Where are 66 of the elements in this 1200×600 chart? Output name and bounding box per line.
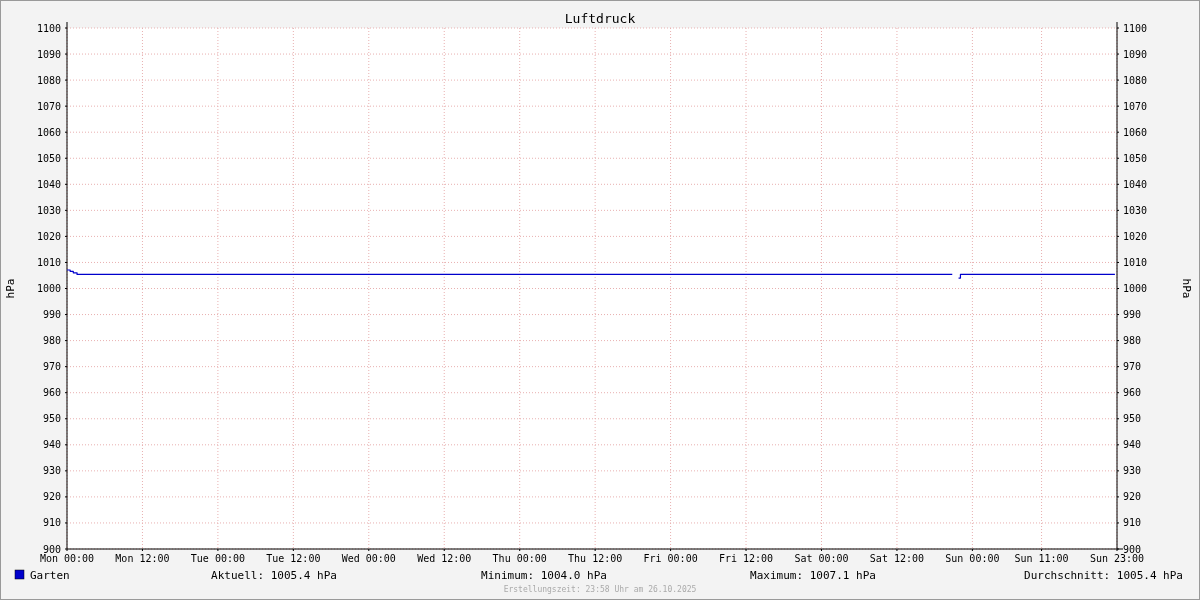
y2-tick-label: 1070: [1123, 100, 1148, 112]
y-tick-label: 1080: [36, 74, 61, 86]
x-tick-label: Sun 23:00: [1089, 553, 1145, 564]
text: Aktuell: 1005.4 hPa: [211, 569, 337, 582]
text: Minimum: 1004.0 hPa: [481, 569, 607, 582]
y2-tick-label: 930: [1123, 465, 1142, 477]
y-tick-label: 910: [42, 517, 61, 529]
y2-tick-label: 980: [1123, 335, 1142, 347]
x-tick-label: Wed 12:00: [417, 553, 472, 564]
y-tick-label: 1090: [36, 48, 61, 60]
chart-title: Luftdruck: [564, 11, 636, 26]
y2-tick-label: 1020: [1123, 230, 1148, 242]
y2-axis-title: hPa: [1180, 278, 1193, 299]
x-tick-label: Thu 12:00: [568, 553, 623, 564]
y2-tick-label: 960: [1123, 387, 1142, 399]
x-tick-label: Mon 12:00: [115, 553, 170, 564]
y-tick-label: 1020: [36, 230, 61, 242]
x-tick-label: Tue 12:00: [266, 553, 321, 564]
y-tick-label: 970: [42, 361, 61, 373]
x-tick-label: Thu 00:00: [492, 553, 547, 564]
y2-tick-label: 1030: [1123, 204, 1148, 216]
y2-tick-label: 1080: [1123, 74, 1148, 86]
y-tick-label: 930: [42, 465, 61, 477]
legend-label: Garten: [30, 569, 70, 582]
y-tick-label: 1050: [36, 152, 61, 164]
y2-tick-label: 1040: [1123, 178, 1148, 190]
y-axis-title: hPa: [4, 278, 17, 299]
y2-tick-label: 990: [1123, 309, 1142, 321]
y2-tick-label: 970: [1123, 361, 1142, 373]
x-tick-label: Sun 00:00: [945, 553, 1000, 564]
y-tick-label: 950: [42, 413, 61, 425]
y-tick-label: 1070: [36, 100, 61, 112]
y-tick-label: 920: [42, 491, 61, 503]
text: Maximum: 1007.1 hPa: [750, 569, 876, 582]
x-tick-label: Tue 00:00: [190, 553, 245, 564]
y2-tick-label: 1100: [1123, 22, 1148, 34]
y-tick-label: 990: [42, 309, 61, 321]
y-tick-label: 1100: [36, 22, 61, 34]
y2-tick-label: 1010: [1123, 256, 1148, 268]
y-tick-label: 980: [42, 335, 61, 347]
y2-tick-label: 1060: [1123, 126, 1148, 138]
y-tick-label: 1060: [36, 126, 61, 138]
x-tick-label: Fri 00:00: [643, 553, 698, 564]
text: Erstellungszeit: 23:58 Uhr am 26.10.2025: [503, 585, 697, 594]
x-tick-label: Wed 00:00: [341, 553, 396, 564]
x-tick-label: Sat 12:00: [869, 553, 925, 564]
y-tick-label: 940: [42, 439, 61, 451]
y2-tick-label: 900: [1123, 543, 1142, 555]
y-tick-label: 1030: [36, 204, 61, 216]
x-tick-label: Sat 00:00: [794, 553, 849, 564]
y2-tick-label: 940: [1123, 439, 1142, 451]
x-tick-label: Sun 11:00: [1014, 553, 1069, 564]
text: Durchschnitt: 1005.4 hPa: [1024, 569, 1183, 582]
y2-tick-label: 920: [1123, 491, 1142, 503]
x-tick-label: Fri 12:00: [718, 553, 774, 564]
y-tick-label: 1000: [36, 283, 61, 294]
y-tick-label: 960: [42, 387, 61, 399]
y2-tick-label: 1050: [1123, 152, 1148, 164]
y2-tick-label: 950: [1123, 413, 1142, 425]
y2-tick-label: 1090: [1123, 48, 1148, 60]
y-tick-label: 1040: [36, 178, 61, 190]
y-tick-label: 900: [42, 543, 61, 555]
y2-tick-label: 1000: [1123, 283, 1148, 294]
y-tick-label: 1010: [36, 256, 61, 268]
x-tick-label: Mon 00:00: [39, 553, 95, 564]
y2-tick-label: 910: [1123, 517, 1142, 529]
